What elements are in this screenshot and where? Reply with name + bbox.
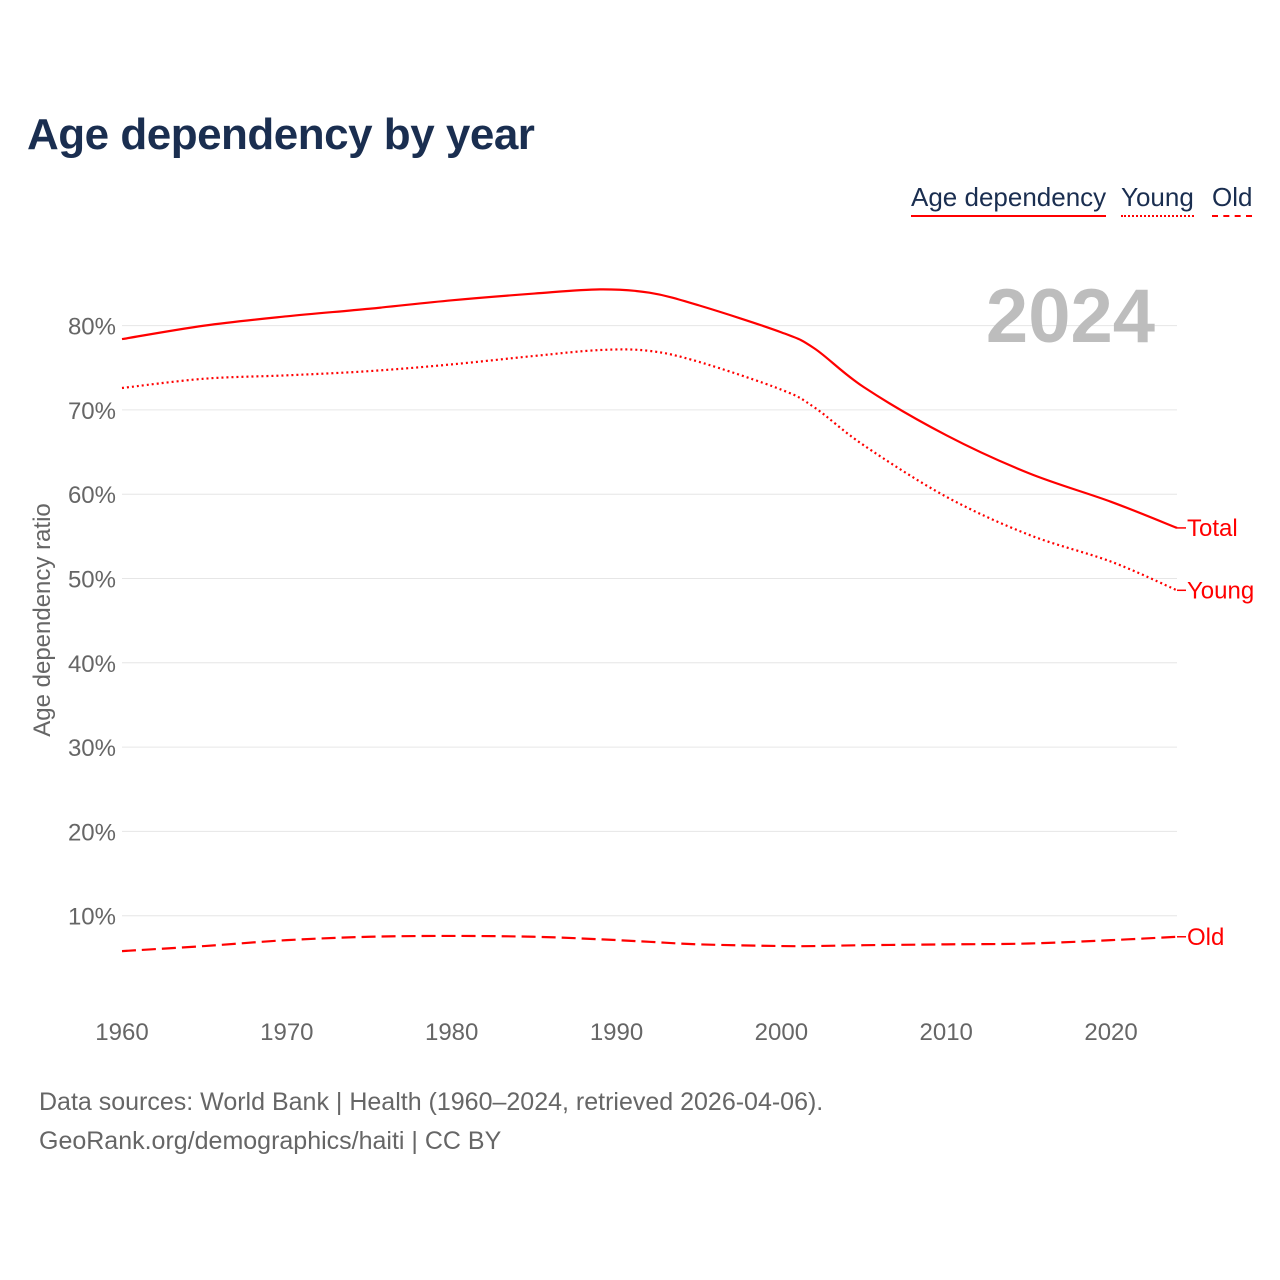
y-tick-label: 10% bbox=[68, 904, 116, 931]
y-tick-label: 70% bbox=[68, 398, 116, 425]
series-label-young: Young bbox=[1187, 577, 1254, 604]
x-tick-label: 2000 bbox=[755, 1019, 808, 1046]
x-tick-label: 2010 bbox=[920, 1019, 973, 1046]
series-label-old: Old bbox=[1187, 924, 1224, 951]
legend-item-young[interactable]: Young bbox=[1121, 182, 1194, 217]
year-label: 2024 bbox=[986, 274, 1155, 359]
series-line-total bbox=[121, 288, 1178, 529]
series-label-total: Total bbox=[1187, 515, 1238, 542]
footer-sources: Data sources: World Bank | Health (1960–… bbox=[39, 1088, 824, 1116]
series-line-young bbox=[121, 348, 1178, 592]
x-tick-label: 1990 bbox=[590, 1019, 643, 1046]
y-tick-label: 40% bbox=[68, 651, 116, 678]
y-tick-label: 20% bbox=[68, 819, 116, 846]
y-tick-label: 60% bbox=[68, 482, 116, 509]
x-tick-label: 1980 bbox=[425, 1019, 478, 1046]
legend-item-age-dependency[interactable]: Age dependency bbox=[911, 182, 1107, 217]
x-tick-label: 2020 bbox=[1084, 1019, 1137, 1046]
y-tick-label: 30% bbox=[68, 735, 116, 762]
legend-item-old[interactable]: Old bbox=[1212, 182, 1253, 217]
x-tick-label: 1970 bbox=[260, 1019, 313, 1046]
series-line-old bbox=[121, 934, 1178, 953]
chart-title: Age dependency by year bbox=[27, 110, 535, 159]
y-tick-label: 80% bbox=[68, 314, 116, 341]
footer-credit[interactable]: GeoRank.org/demographics/haiti | CC BY bbox=[39, 1127, 502, 1155]
y-axis-label: Age dependency ratio bbox=[29, 503, 56, 737]
y-tick-label: 50% bbox=[68, 567, 116, 594]
x-tick-label: 1960 bbox=[95, 1019, 148, 1046]
